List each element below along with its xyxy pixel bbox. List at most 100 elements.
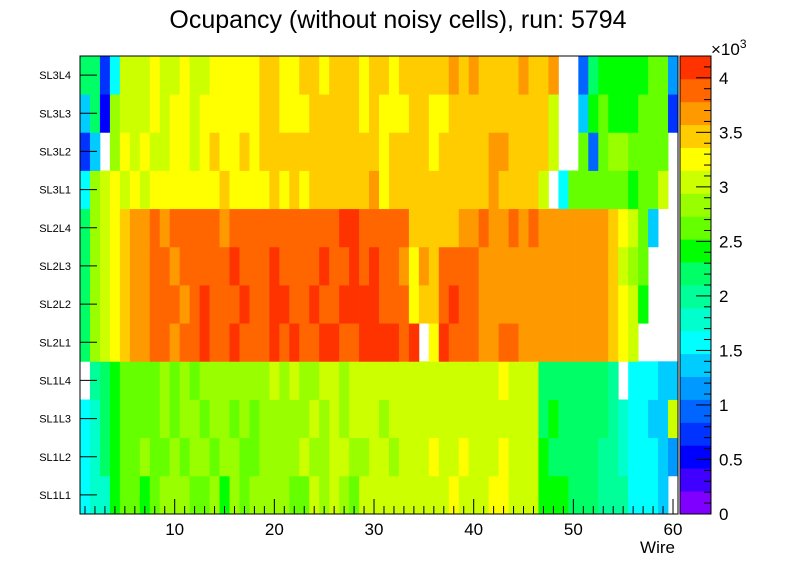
- heatmap-cell: [448, 246, 460, 286]
- heatmap-cell: [259, 94, 270, 133]
- heatmap-cell: [109, 246, 121, 286]
- heatmap-cell: [588, 170, 599, 210]
- y-tick-label: SL3L4: [39, 70, 71, 82]
- heatmap-cell: [129, 132, 141, 171]
- heatmap-cell: [289, 361, 300, 400]
- heatmap-cell: [628, 285, 639, 324]
- heatmap-cell: [578, 94, 589, 133]
- heatmap-cell: [448, 94, 460, 133]
- heatmap-cell: [209, 170, 220, 210]
- heatmap-cell: [448, 285, 460, 324]
- x-tick-label: 60: [664, 520, 683, 539]
- heatmap-cell: [468, 132, 480, 171]
- heatmap-cell: [448, 170, 460, 210]
- heatmap-cell: [359, 94, 370, 133]
- heatmap-cell: [179, 56, 191, 95]
- heatmap-cell: [349, 475, 360, 515]
- heatmap-cell: [319, 56, 330, 95]
- heatmap-cell: [518, 132, 529, 171]
- palette-swatch: [680, 353, 711, 377]
- heatmap-cell: [498, 285, 509, 324]
- heatmap-cell: [528, 246, 539, 286]
- z-exponent-label: ×103: [711, 37, 747, 59]
- heatmap-cell: [379, 246, 390, 286]
- heatmap-cell: [119, 361, 131, 400]
- heatmap-cell: [478, 285, 490, 324]
- heatmap-cell: [119, 475, 131, 515]
- heatmap-cell: [598, 285, 609, 324]
- heatmap-cell: [129, 56, 141, 95]
- heatmap-cell: [398, 361, 410, 400]
- palette-swatch: [680, 285, 711, 309]
- heatmap-cell: [658, 132, 669, 171]
- heatmap-cell: [588, 246, 599, 286]
- heatmap-cell: [418, 170, 430, 210]
- heatmap-cell: [229, 285, 240, 324]
- heatmap-cell: [319, 170, 330, 210]
- x-tick-label: 30: [365, 520, 384, 539]
- heatmap-cell: [279, 132, 290, 171]
- heatmap-cell: [618, 132, 629, 171]
- heatmap-cell: [319, 475, 330, 515]
- heatmap-cell: [149, 285, 161, 324]
- heatmap-cell: [558, 399, 569, 439]
- heatmap-cell: [199, 285, 210, 324]
- heatmap-cell: [388, 285, 400, 324]
- heatmap-cell: [359, 246, 370, 286]
- z-tick-label: 2.5: [719, 232, 743, 251]
- heatmap-cell: [578, 361, 589, 400]
- heatmap-cell: [349, 132, 360, 171]
- heatmap-cell: [538, 361, 549, 400]
- palette-swatch: [680, 399, 711, 423]
- heatmap-cell: [289, 475, 300, 515]
- heatmap-cell: [159, 170, 171, 210]
- heatmap-cell: [169, 437, 181, 477]
- heatmap-cell: [239, 246, 250, 286]
- heatmap-cell: [369, 475, 380, 515]
- heatmap-cell: [428, 285, 440, 324]
- heatmap-cell: [329, 323, 340, 362]
- heatmap-cell: [528, 399, 539, 439]
- y-tick-label: SL2L3: [39, 261, 71, 273]
- heatmap-cell: [319, 246, 330, 286]
- heatmap-cell: [349, 246, 360, 286]
- heatmap-cell: [648, 94, 659, 133]
- color-palette: 0 0.5 1 1.5 2 2.5 3 3.5 4: [679, 55, 743, 524]
- heatmap-cell: [379, 285, 390, 324]
- heatmap-cell: [219, 475, 230, 515]
- z-tick-label: 1: [719, 396, 728, 415]
- heatmap-cell: [269, 246, 280, 286]
- heatmap-cell: [219, 170, 230, 210]
- heatmap-cell: [309, 323, 320, 362]
- y-tick-label: SL1L2: [39, 452, 71, 464]
- heatmap-cell: [369, 399, 380, 439]
- heatmap-cell: [558, 208, 569, 248]
- heatmap-cell: [189, 208, 200, 248]
- heatmap-cell: [309, 475, 320, 515]
- heatmap-cell: [548, 94, 559, 133]
- heatmap-cell: [199, 361, 210, 400]
- heatmap-cell: [159, 399, 171, 439]
- heatmap-cell: [179, 437, 191, 477]
- heatmap-cell: [498, 246, 509, 286]
- heatmap-cell: [658, 94, 669, 133]
- heatmap-cell: [538, 132, 549, 171]
- heatmap-cell: [379, 56, 390, 95]
- heatmap-cell: [299, 246, 310, 286]
- heatmap-cell: [598, 56, 609, 95]
- heatmap-cell: [418, 132, 430, 171]
- heatmap-cell: [379, 132, 390, 171]
- heatmap-cell: [319, 132, 330, 171]
- heatmap-cell: [139, 94, 151, 133]
- heatmap-cell: [159, 361, 171, 400]
- heatmap-cell: [458, 285, 470, 324]
- heatmap-cell: [109, 285, 121, 324]
- heatmap-cell: [279, 475, 290, 515]
- heatmap-cell: [478, 94, 490, 133]
- heatmap-cell: [468, 399, 480, 439]
- heatmap-cell: [99, 285, 111, 324]
- heatmap-cell: [379, 94, 390, 133]
- heatmap-cell: [219, 437, 230, 477]
- heatmap-cell: [159, 56, 171, 95]
- heatmap-cell: [508, 475, 519, 515]
